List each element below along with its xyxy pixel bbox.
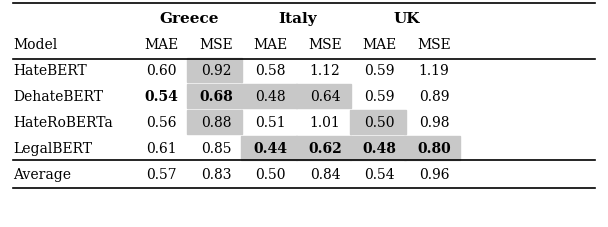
Text: 0.51: 0.51 bbox=[255, 116, 286, 129]
Text: 1.01: 1.01 bbox=[310, 116, 340, 129]
Text: 0.92: 0.92 bbox=[201, 64, 232, 78]
Text: 0.57: 0.57 bbox=[147, 167, 177, 181]
Text: 0.56: 0.56 bbox=[147, 116, 177, 129]
Text: 0.48: 0.48 bbox=[255, 90, 286, 104]
Text: 0.68: 0.68 bbox=[199, 90, 233, 104]
Bar bbox=[295, 136, 351, 160]
Text: LegalBERT: LegalBERT bbox=[13, 141, 92, 155]
Text: 0.59: 0.59 bbox=[364, 90, 395, 104]
Text: MAE: MAE bbox=[145, 38, 179, 52]
Text: 0.44: 0.44 bbox=[254, 141, 288, 155]
Text: 0.80: 0.80 bbox=[417, 141, 451, 155]
Bar bbox=[187, 85, 242, 108]
Text: Model: Model bbox=[13, 38, 58, 52]
Text: 0.50: 0.50 bbox=[364, 116, 395, 129]
Text: 0.61: 0.61 bbox=[147, 141, 177, 155]
Text: 0.62: 0.62 bbox=[308, 141, 342, 155]
Text: MAE: MAE bbox=[254, 38, 288, 52]
Text: 0.48: 0.48 bbox=[363, 141, 396, 155]
Text: 1.12: 1.12 bbox=[310, 64, 340, 78]
Text: Italy: Italy bbox=[278, 12, 317, 26]
Bar bbox=[350, 136, 406, 160]
Text: 0.60: 0.60 bbox=[147, 64, 177, 78]
Text: UK: UK bbox=[393, 12, 420, 26]
Bar bbox=[350, 110, 406, 134]
Text: Average: Average bbox=[13, 167, 72, 181]
Text: DehateBERT: DehateBERT bbox=[13, 90, 103, 104]
Text: 0.59: 0.59 bbox=[364, 64, 395, 78]
Bar bbox=[241, 136, 297, 160]
Text: MSE: MSE bbox=[199, 38, 233, 52]
Bar bbox=[295, 85, 351, 108]
Bar bbox=[187, 110, 242, 134]
Text: 0.83: 0.83 bbox=[201, 167, 232, 181]
Text: 0.50: 0.50 bbox=[255, 167, 286, 181]
Text: Greece: Greece bbox=[159, 12, 219, 26]
Text: 0.54: 0.54 bbox=[145, 90, 179, 104]
Text: 0.58: 0.58 bbox=[255, 64, 286, 78]
Bar bbox=[241, 85, 297, 108]
Text: 0.64: 0.64 bbox=[310, 90, 340, 104]
Text: MSE: MSE bbox=[417, 38, 451, 52]
Text: 0.96: 0.96 bbox=[419, 167, 449, 181]
Text: HateRoBERTa: HateRoBERTa bbox=[13, 116, 113, 129]
Text: MSE: MSE bbox=[308, 38, 342, 52]
Text: 0.89: 0.89 bbox=[419, 90, 449, 104]
Text: 0.88: 0.88 bbox=[201, 116, 232, 129]
Text: 0.84: 0.84 bbox=[310, 167, 340, 181]
Text: 1.19: 1.19 bbox=[419, 64, 449, 78]
Text: HateBERT: HateBERT bbox=[13, 64, 87, 78]
Text: 0.85: 0.85 bbox=[201, 141, 232, 155]
Bar bbox=[404, 136, 460, 160]
Text: 0.54: 0.54 bbox=[364, 167, 395, 181]
Text: 0.98: 0.98 bbox=[419, 116, 449, 129]
Text: MAE: MAE bbox=[362, 38, 397, 52]
Bar bbox=[187, 59, 242, 82]
